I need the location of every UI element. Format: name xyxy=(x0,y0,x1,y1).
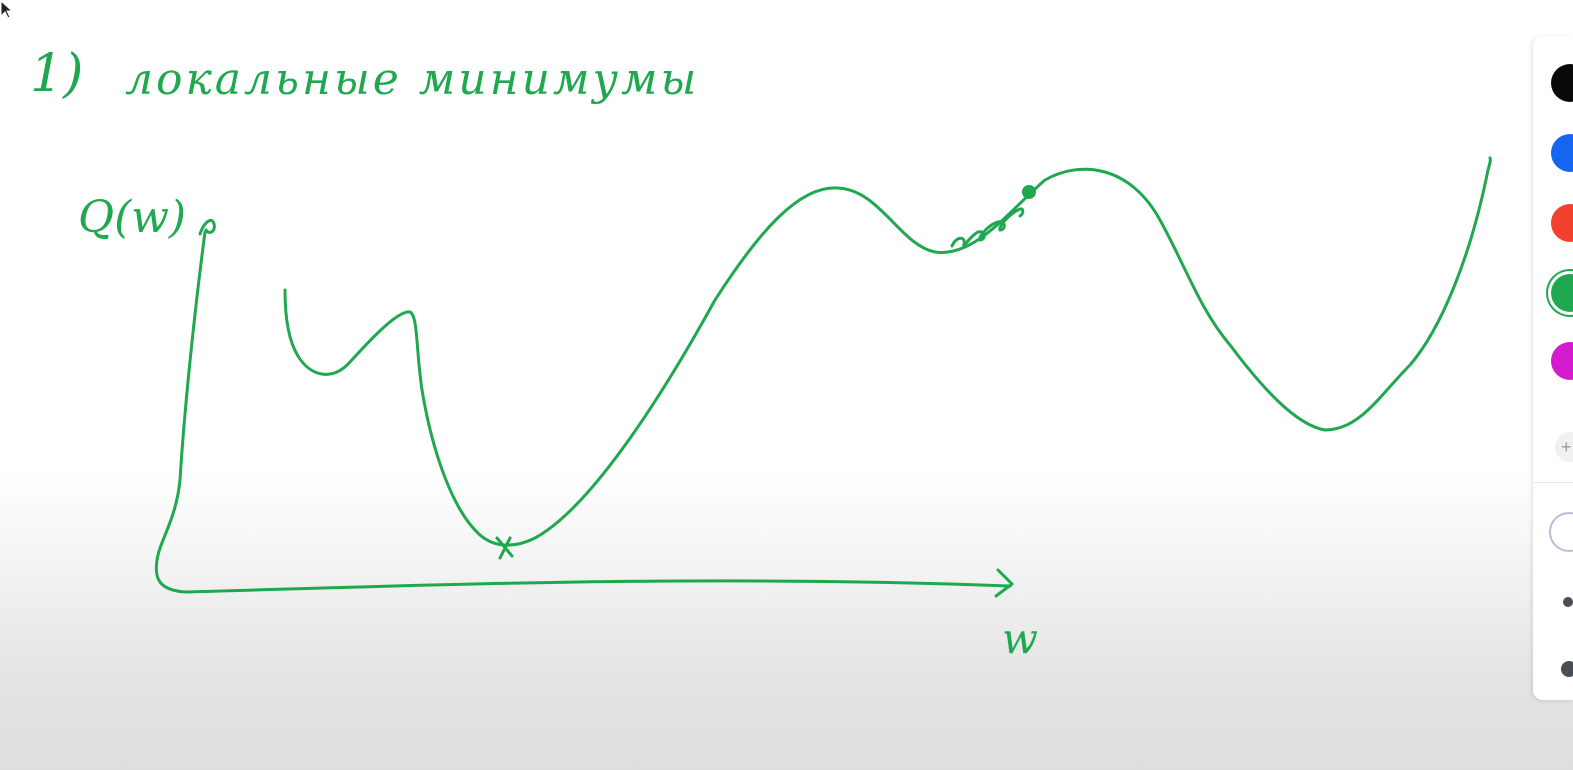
title-number: 1) xyxy=(30,48,83,100)
color-swatch-blue[interactable] xyxy=(1551,134,1573,172)
minimum-marker xyxy=(497,538,512,558)
descent-loops xyxy=(952,209,1023,246)
x-axis-line xyxy=(185,581,1010,592)
color-swatch-black[interactable] xyxy=(1551,64,1573,102)
stroke-size-small-dot[interactable] xyxy=(1563,597,1573,607)
stroke-size-large-dot[interactable] xyxy=(1561,661,1573,677)
color-swatch-green[interactable] xyxy=(1551,274,1573,312)
ball-marker xyxy=(1023,186,1035,198)
color-swatch-magenta[interactable] xyxy=(1551,342,1573,380)
y-axis-line xyxy=(156,232,205,592)
loss-curve xyxy=(285,158,1490,545)
y-axis-label: Q(w) xyxy=(78,196,186,240)
y-axis-arrowhead xyxy=(200,220,214,234)
color-toolbar: + xyxy=(1533,36,1573,700)
plus-icon[interactable]: + xyxy=(1555,432,1573,462)
title-text: локальные минимумы xyxy=(125,58,699,102)
color-swatch-red[interactable] xyxy=(1551,204,1573,242)
x-axis-label: w xyxy=(1002,618,1038,660)
x-axis-arrowhead xyxy=(996,570,1012,596)
stroke-size-option[interactable] xyxy=(1549,512,1573,552)
toolbar-divider xyxy=(1533,482,1573,483)
mouse-cursor-icon xyxy=(0,0,14,20)
